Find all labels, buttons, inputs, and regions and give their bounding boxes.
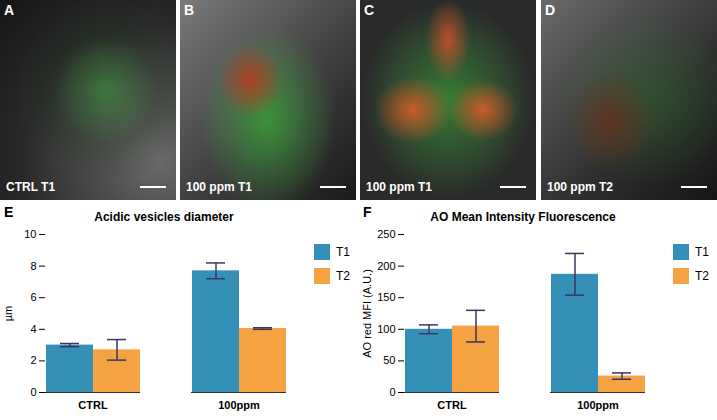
- svg-text:CTRL: CTRL: [78, 399, 108, 411]
- html-text:T1: T1: [695, 245, 709, 259]
- svg-text:8: 8: [30, 260, 36, 272]
- svg-text:100ppm: 100ppm: [577, 399, 619, 411]
- svg-text:50: 50: [383, 354, 395, 366]
- html-text:B: B: [184, 2, 195, 18]
- svg-text:6: 6: [30, 291, 36, 303]
- svg-text:10: 10: [24, 228, 36, 240]
- html-text:E: E: [4, 204, 14, 220]
- html-text:T1: T1: [336, 245, 350, 259]
- html-text:100 ppm T1: 100 ppm T1: [186, 180, 252, 194]
- html-text:100 ppm T1: 100 ppm T1: [366, 180, 432, 194]
- html-text:A: A: [4, 2, 15, 18]
- svg-text:250: 250: [377, 228, 395, 240]
- svg-text:200: 200: [377, 260, 395, 272]
- svg-text:0: 0: [389, 386, 395, 398]
- html-text:Acidic vesicles diameter: Acidic vesicles diameter: [94, 210, 234, 224]
- svg-text:µm: µm: [2, 306, 14, 322]
- html-text:100 ppm T2: 100 ppm T2: [547, 180, 613, 194]
- svg-text:4: 4: [30, 323, 36, 335]
- html-text:T2: T2: [695, 269, 709, 283]
- svg-text:AO red MFI (A.U.): AO red MFI (A.U.): [361, 269, 373, 358]
- html-text:F: F: [363, 204, 372, 220]
- html-text:D: D: [545, 2, 556, 18]
- svg-text:100ppm: 100ppm: [218, 399, 260, 411]
- html-text:AO Mean Intensity Fluorescence: AO Mean Intensity Fluorescence: [430, 210, 616, 224]
- svg-text:CTRL: CTRL: [437, 399, 467, 411]
- svg-text:150: 150: [377, 291, 395, 303]
- html-text:CTRL T1: CTRL T1: [6, 180, 56, 194]
- svg-text:0: 0: [30, 386, 36, 398]
- html-text:T2: T2: [336, 269, 350, 283]
- svg-text:100: 100: [377, 323, 395, 335]
- svg-text:2: 2: [30, 354, 36, 366]
- html-text:C: C: [364, 2, 375, 18]
